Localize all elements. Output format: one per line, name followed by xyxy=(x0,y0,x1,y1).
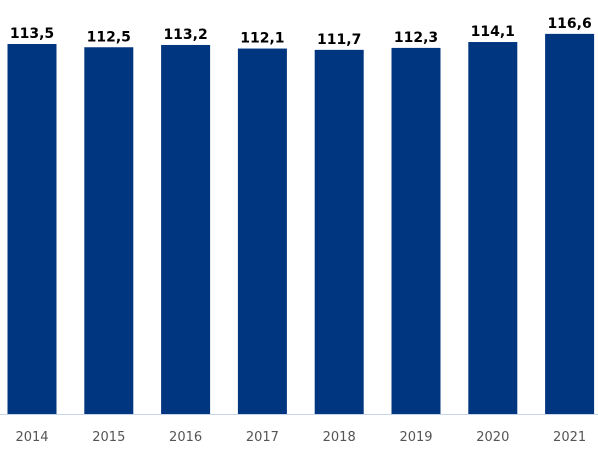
bar-2018 xyxy=(314,49,364,415)
value-label-2017: 112,1 xyxy=(240,31,284,47)
x-tick-2017: 2017 xyxy=(246,430,279,445)
x-tick-2016: 2016 xyxy=(169,430,202,445)
bars-group xyxy=(7,33,595,415)
bar-2020 xyxy=(468,42,518,414)
bar-2019 xyxy=(391,47,441,415)
bar-2016 xyxy=(161,44,211,414)
value-labels-group: 113,5 112,5 113,2 112,1 111,7 112,3 114,1 116,6 xyxy=(10,16,592,48)
x-tick-2019: 2019 xyxy=(399,430,432,445)
value-label-2018: 111,7 xyxy=(317,32,361,48)
bar-2014 xyxy=(7,43,57,415)
bar-2017 xyxy=(237,48,287,415)
x-tick-2015: 2015 xyxy=(92,430,125,445)
x-tick-2014: 2014 xyxy=(15,430,48,445)
value-label-2015: 112,5 xyxy=(87,29,131,45)
value-label-2014: 113,5 xyxy=(10,26,54,42)
bar-2015 xyxy=(84,47,134,414)
value-label-2019: 112,3 xyxy=(394,30,438,46)
x-tick-2018: 2018 xyxy=(323,430,356,445)
value-label-2016: 113,2 xyxy=(163,27,207,43)
x-tick-labels-group: 2014 2015 2016 2017 2018 2019 2020 2021 xyxy=(15,430,586,445)
value-label-2021: 116,6 xyxy=(547,16,591,32)
bar-2021 xyxy=(545,33,595,414)
value-label-2020: 114,1 xyxy=(471,24,515,40)
x-tick-2020: 2020 xyxy=(476,430,509,445)
x-tick-2021: 2021 xyxy=(553,430,586,445)
